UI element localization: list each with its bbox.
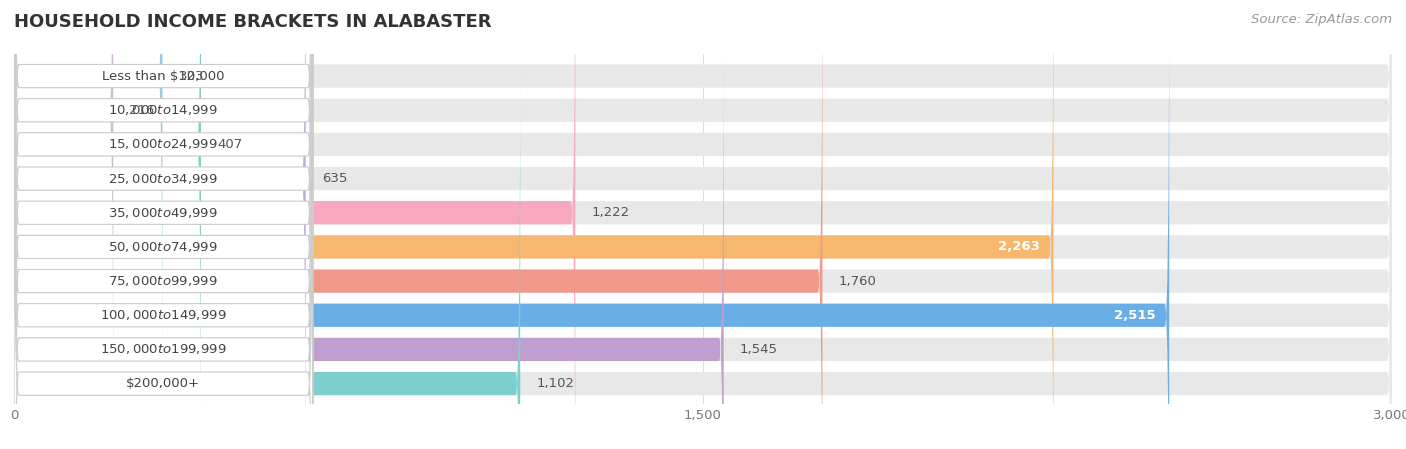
- Text: $50,000 to $74,999: $50,000 to $74,999: [108, 240, 218, 254]
- FancyBboxPatch shape: [14, 0, 312, 406]
- Text: $200,000+: $200,000+: [127, 377, 200, 390]
- Text: $35,000 to $49,999: $35,000 to $49,999: [108, 206, 218, 220]
- Text: $150,000 to $199,999: $150,000 to $199,999: [100, 343, 226, 357]
- FancyBboxPatch shape: [14, 0, 1392, 440]
- Text: 2,515: 2,515: [1114, 309, 1156, 322]
- Text: $10,000 to $14,999: $10,000 to $14,999: [108, 103, 218, 117]
- FancyBboxPatch shape: [14, 0, 1392, 406]
- FancyBboxPatch shape: [14, 0, 1170, 449]
- FancyBboxPatch shape: [14, 0, 201, 449]
- Text: Less than $10,000: Less than $10,000: [103, 70, 225, 83]
- FancyBboxPatch shape: [14, 0, 1392, 449]
- FancyBboxPatch shape: [14, 19, 312, 449]
- FancyBboxPatch shape: [14, 0, 312, 449]
- FancyBboxPatch shape: [14, 53, 1392, 449]
- FancyBboxPatch shape: [14, 0, 312, 449]
- FancyBboxPatch shape: [14, 0, 1392, 449]
- Text: $15,000 to $24,999: $15,000 to $24,999: [108, 137, 218, 151]
- FancyBboxPatch shape: [14, 0, 305, 449]
- FancyBboxPatch shape: [14, 0, 1392, 449]
- Text: 635: 635: [322, 172, 347, 185]
- Text: 1,760: 1,760: [838, 275, 876, 288]
- FancyBboxPatch shape: [14, 0, 312, 449]
- FancyBboxPatch shape: [14, 0, 312, 440]
- Text: 216: 216: [129, 104, 155, 117]
- Text: 2,263: 2,263: [998, 240, 1039, 253]
- Text: Source: ZipAtlas.com: Source: ZipAtlas.com: [1251, 13, 1392, 26]
- Text: $100,000 to $149,999: $100,000 to $149,999: [100, 308, 226, 322]
- FancyBboxPatch shape: [14, 19, 1392, 449]
- Text: $25,000 to $34,999: $25,000 to $34,999: [108, 172, 218, 185]
- FancyBboxPatch shape: [14, 0, 114, 440]
- FancyBboxPatch shape: [14, 0, 1392, 449]
- Text: 323: 323: [179, 70, 204, 83]
- FancyBboxPatch shape: [14, 0, 823, 449]
- Text: 1,102: 1,102: [536, 377, 574, 390]
- FancyBboxPatch shape: [14, 0, 312, 449]
- Text: HOUSEHOLD INCOME BRACKETS IN ALABASTER: HOUSEHOLD INCOME BRACKETS IN ALABASTER: [14, 13, 492, 31]
- Text: 407: 407: [217, 138, 242, 151]
- FancyBboxPatch shape: [14, 0, 1053, 449]
- FancyBboxPatch shape: [14, 0, 312, 449]
- Text: 1,545: 1,545: [740, 343, 778, 356]
- Text: 1,222: 1,222: [592, 206, 630, 219]
- FancyBboxPatch shape: [14, 0, 312, 449]
- FancyBboxPatch shape: [14, 0, 575, 449]
- FancyBboxPatch shape: [14, 0, 1392, 449]
- FancyBboxPatch shape: [14, 53, 312, 449]
- FancyBboxPatch shape: [14, 19, 724, 449]
- FancyBboxPatch shape: [14, 0, 163, 406]
- Text: $75,000 to $99,999: $75,000 to $99,999: [108, 274, 218, 288]
- FancyBboxPatch shape: [14, 53, 520, 449]
- FancyBboxPatch shape: [14, 0, 1392, 449]
